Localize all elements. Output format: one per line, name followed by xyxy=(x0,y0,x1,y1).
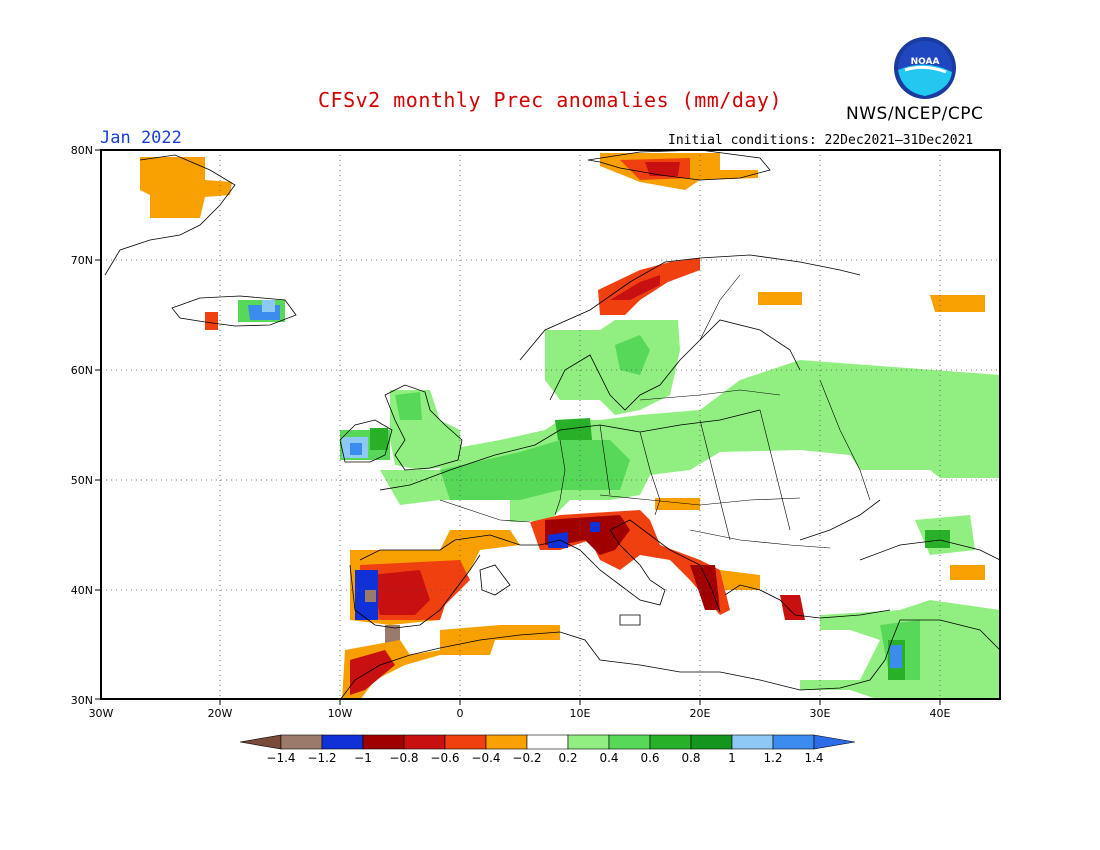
lat-tick-label: 50N xyxy=(71,474,93,487)
lat-tick-label: 70N xyxy=(71,254,93,267)
colorbar-label: −0.8 xyxy=(389,751,418,765)
lon-tick-label: 0 xyxy=(457,707,464,720)
lat-axis: 30N 40N 50N 60N 70N 80N xyxy=(71,144,101,707)
colorbar-swatch xyxy=(608,734,651,750)
lon-tick-label: 30W xyxy=(89,707,114,720)
colorbar-label: 0.4 xyxy=(599,751,618,765)
colorbar-swatch xyxy=(362,734,405,750)
lat-tick-label: 40N xyxy=(71,584,93,597)
colorbar-label: −0.2 xyxy=(512,751,541,765)
colorbar-swatch xyxy=(649,734,692,750)
colorbar-swatch xyxy=(526,734,569,750)
colorbar-label: 1.2 xyxy=(763,751,782,765)
lon-tick-label: 40E xyxy=(930,707,951,720)
initial-conditions-label: Initial conditions: 22Dec2021–31Dec2021 xyxy=(668,133,974,148)
lon-tick-label: 30E xyxy=(810,707,831,720)
colorbar-swatch xyxy=(772,734,815,750)
colorbar-label: 0.6 xyxy=(640,751,659,765)
colorbar-label: 1 xyxy=(728,751,736,765)
colorbar-swatch xyxy=(485,734,528,750)
colorbar-label: −0.6 xyxy=(430,751,459,765)
colorbar-swatch xyxy=(567,734,610,750)
colorbar-label: 1.4 xyxy=(804,751,823,765)
lon-tick-label: 20E xyxy=(690,707,711,720)
colorbar-swatch xyxy=(690,734,733,750)
chart-title: CFSv2 monthly Prec anomalies (mm/day) xyxy=(317,88,783,112)
map-frame xyxy=(100,149,1001,700)
colorbar-label: −0.4 xyxy=(471,751,500,765)
colorbar-swatch xyxy=(731,734,774,750)
colorbar-swatch xyxy=(444,734,487,750)
logo-text: NOAA xyxy=(911,57,940,67)
organization-label: NWS/NCEP/CPC xyxy=(846,104,984,124)
colorbar-swatch xyxy=(321,734,364,750)
lon-axis: 30W 20W 10W 0 10E 20E 30E 40E xyxy=(89,699,951,720)
colorbar-label: −1.2 xyxy=(307,751,336,765)
month-label: Jan 2022 xyxy=(100,128,182,148)
lon-tick-label: 20W xyxy=(208,707,233,720)
lon-tick-label: 10W xyxy=(328,707,353,720)
noaa-logo: NOAA xyxy=(894,37,956,99)
lat-tick-label: 60N xyxy=(71,364,93,377)
colorbar-swatch xyxy=(813,734,856,750)
colorbar-label: 0.8 xyxy=(681,751,700,765)
colorbar-label: 0.2 xyxy=(558,751,577,765)
lon-tick-label: 10E xyxy=(570,707,591,720)
colorbar: −1.4 −1.2 −1 −0.8 −0.6 −0.4 −0.2 0.2 0.4 0.6 0.8 1 1… xyxy=(239,734,856,765)
colorbar-label: −1.4 xyxy=(266,751,295,765)
colorbar-swatch xyxy=(280,734,323,750)
lat-tick-label: 30N xyxy=(71,694,93,707)
anomaly-patches xyxy=(140,153,1000,700)
colorbar-swatch xyxy=(403,734,446,750)
colorbar-swatch xyxy=(239,734,282,750)
lat-tick-label: 80N xyxy=(71,144,93,157)
anomaly-greenland xyxy=(140,157,232,218)
colorbar-label: −1 xyxy=(354,751,372,765)
